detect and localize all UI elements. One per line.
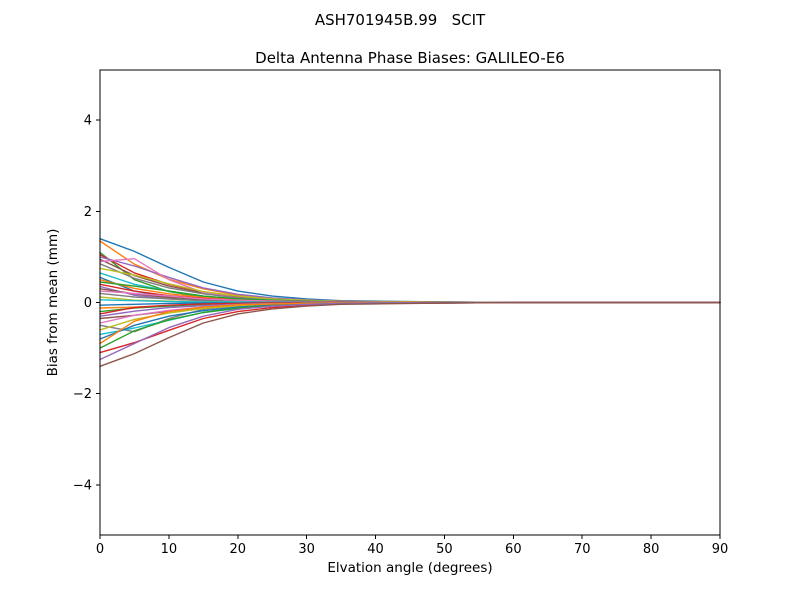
chart-line	[99, 301, 721, 345]
x-tick-label: 70	[574, 542, 591, 557]
x-tick-label: 50	[436, 542, 453, 557]
x-tick-label: 80	[643, 542, 660, 557]
chart-line	[99, 301, 721, 361]
y-tick-label: 4	[84, 114, 92, 129]
chart-line	[99, 301, 721, 336]
y-tick-label: −4	[73, 478, 92, 493]
y-axis-label: Bias from mean (mm)	[45, 229, 61, 377]
y-tick-label: 2	[84, 205, 92, 220]
x-tick-label: 90	[712, 542, 729, 557]
x-axis-label: Elvation angle (degrees)	[327, 560, 492, 576]
x-tick-label: 0	[96, 542, 104, 557]
figure-suptitle: ASH701945B.99 SCIT	[314, 11, 486, 29]
series-layer	[99, 237, 721, 367]
x-tick-label: 60	[505, 542, 522, 557]
y-tick-label: 0	[84, 296, 92, 311]
y-tick-label: −2	[73, 387, 92, 402]
x-tick-label: 30	[298, 542, 315, 557]
axes-layer: 0 10 20 30 40 50 60 70 80 90 −4 −2 0 2 4	[73, 69, 729, 557]
chart-line	[99, 240, 721, 304]
chart-title: Delta Antenna Phase Biases: GALILEO-E6	[255, 49, 565, 67]
x-tick-label: 20	[230, 542, 247, 557]
x-tick-label: 10	[161, 542, 178, 557]
chart-line	[99, 237, 721, 304]
chart-line	[99, 301, 721, 367]
x-tick-label: 40	[367, 542, 384, 557]
